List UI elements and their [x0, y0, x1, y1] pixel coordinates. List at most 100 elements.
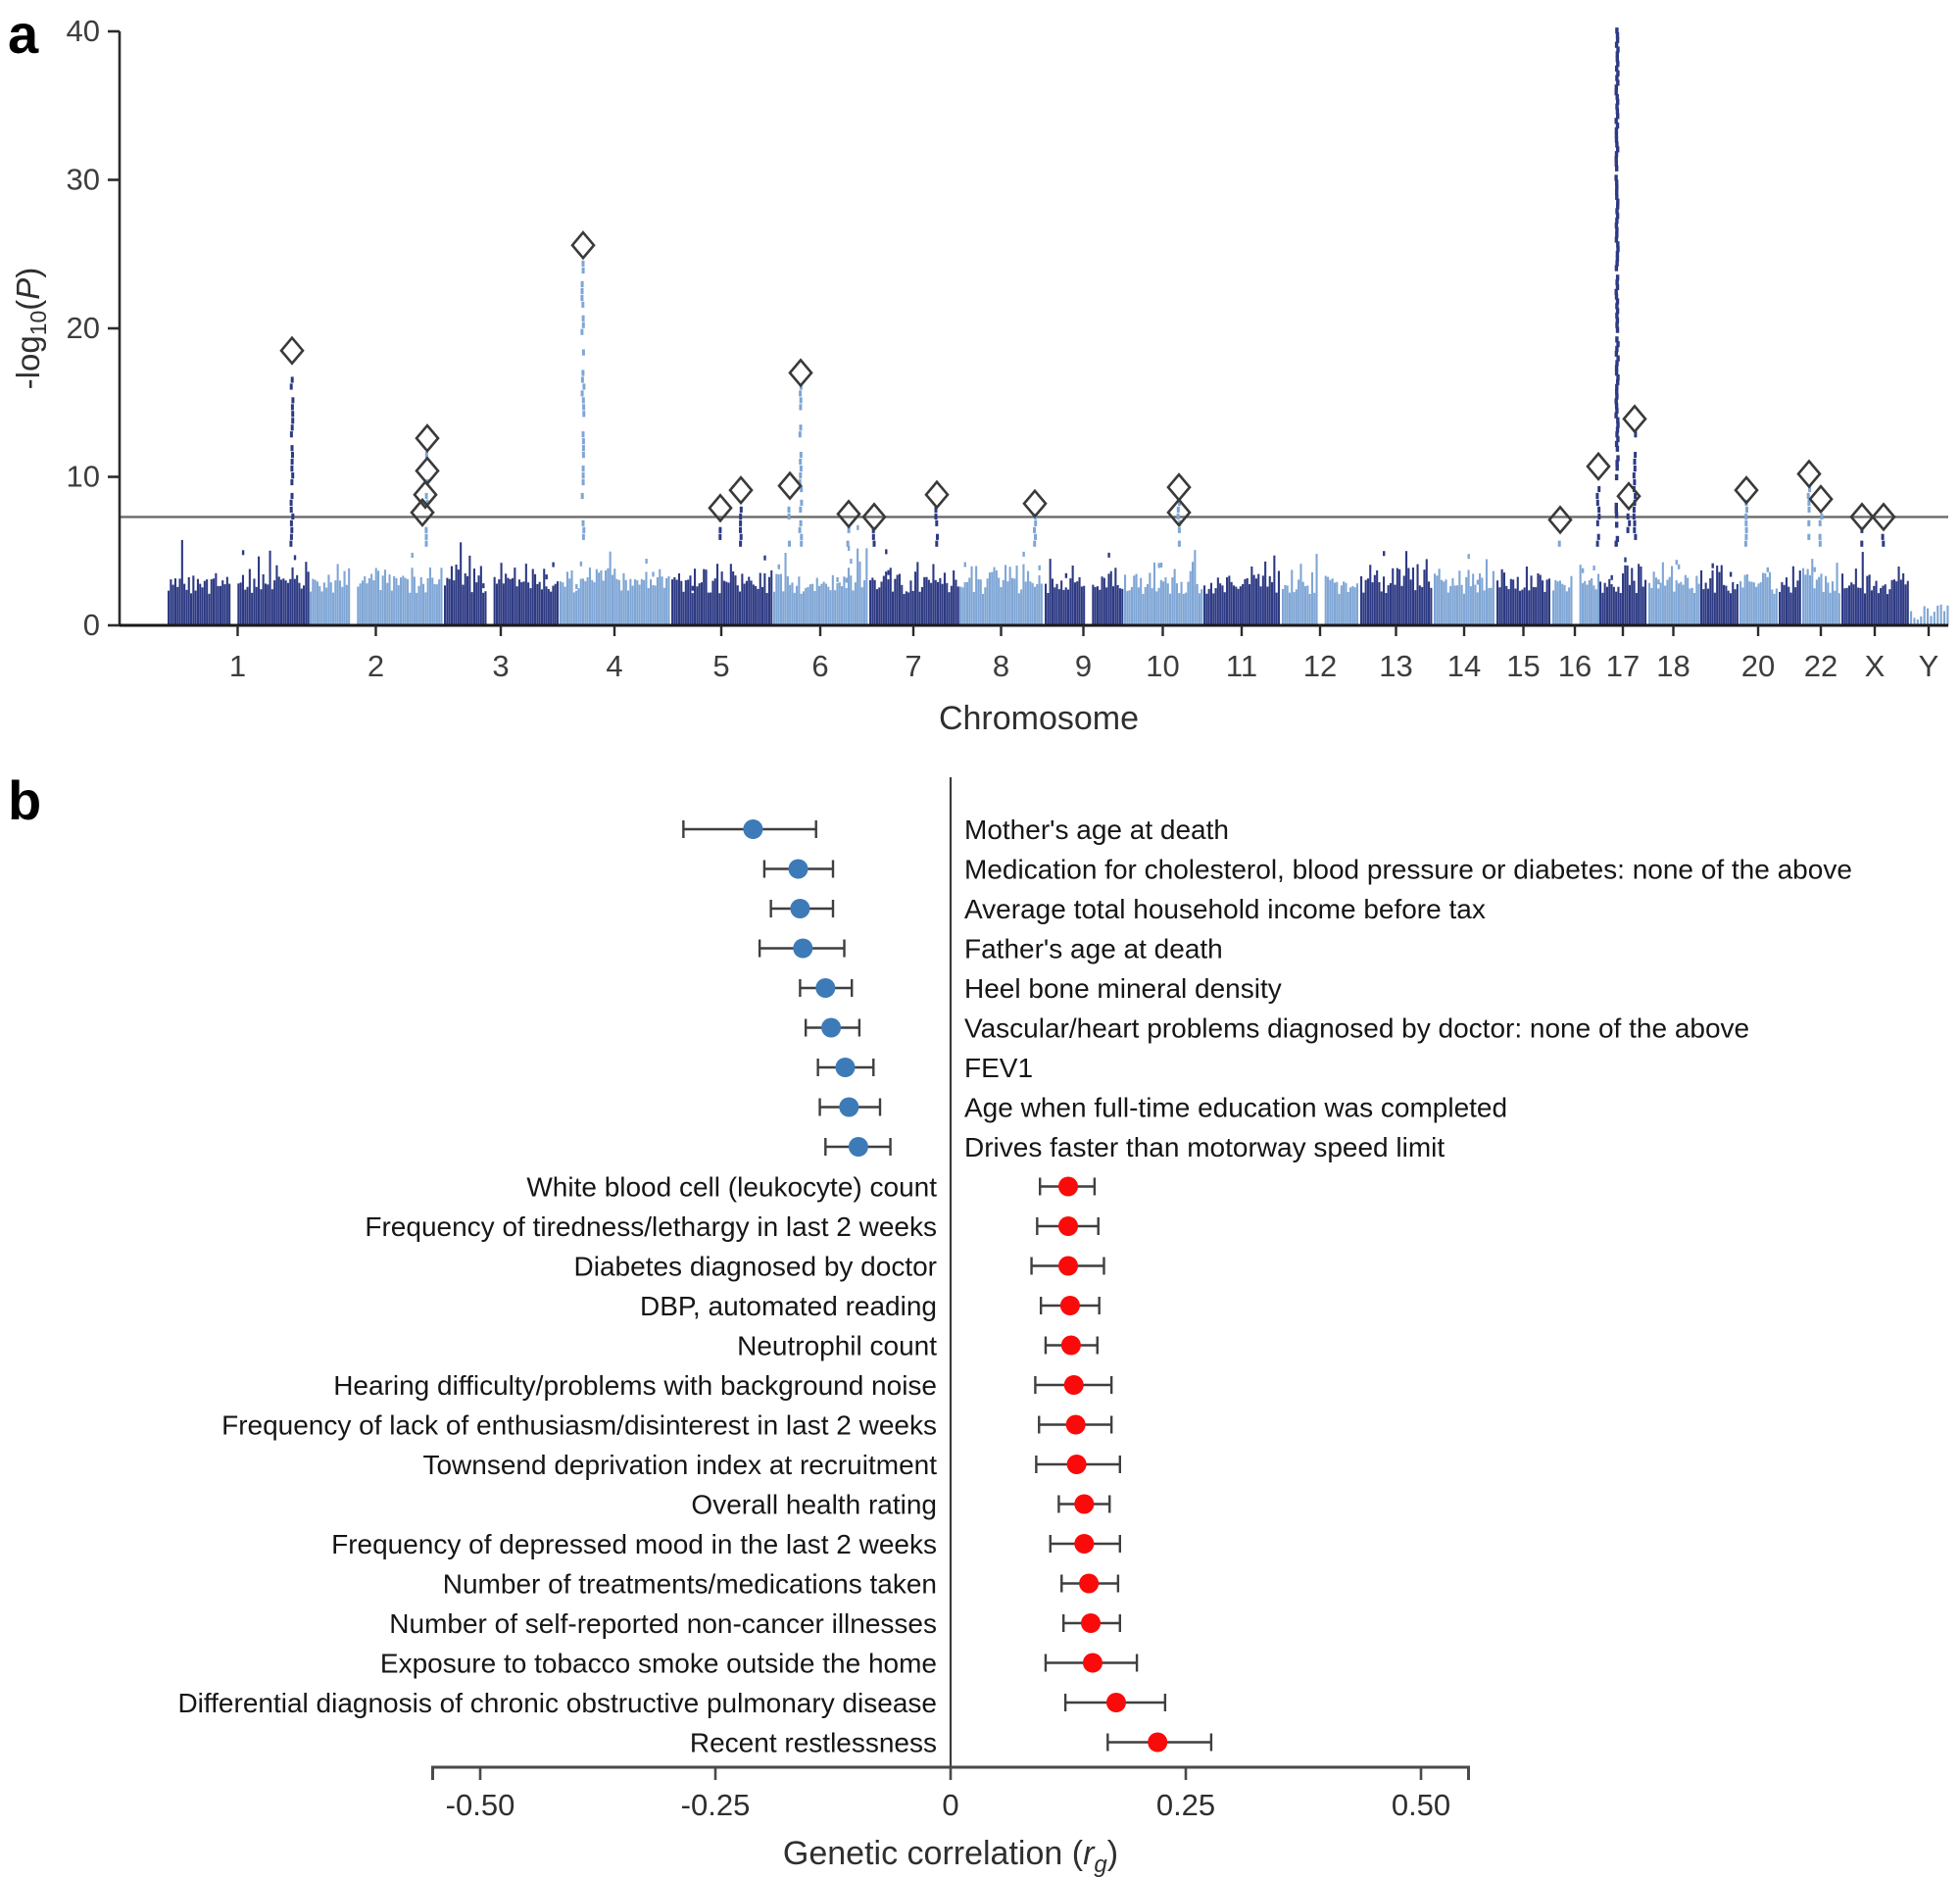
genetic-correlation-point	[1074, 1534, 1095, 1554]
trait-label: Average total household income before ta…	[964, 894, 1486, 924]
trait-label: Frequency of depressed mood in the last …	[331, 1529, 937, 1559]
trait-label: Age when full-time education was complet…	[964, 1093, 1507, 1123]
forest-row: Medication for cholesterol, blood pressu…	[762, 855, 1852, 885]
forest-row: FEV1	[816, 1053, 1033, 1083]
trait-label: Exposure to tobacco smoke outside the ho…	[380, 1649, 937, 1679]
lead-snp-diamond	[1622, 404, 1647, 434]
trait-label: Recent restlessness	[690, 1728, 937, 1758]
chromosome-tick-label: 1	[229, 649, 246, 683]
lead-snp-diamond	[279, 335, 305, 366]
forest-x-axis-title: Genetic correlation (rg)	[783, 1835, 1118, 1877]
forest-axis: -0.50 -0.25 0 0.25 0.50 Genetic correlation (…	[431, 1765, 1470, 1877]
lead-snp-diamond	[410, 497, 435, 527]
forest-row: Differential diagnosis of chronic obstru…	[177, 1688, 1167, 1718]
forest-row: Recent restlessness	[690, 1728, 1213, 1758]
y-axis-tick-label: 0	[83, 608, 100, 642]
genetic-correlation-point	[1148, 1732, 1168, 1753]
trait-label: Hearing difficulty/problems with backgro…	[333, 1370, 937, 1401]
genetic-correlation-point	[1060, 1335, 1081, 1356]
trait-label: White blood cell (leukocyte) count	[526, 1172, 937, 1203]
genetic-correlation-point	[821, 1017, 842, 1038]
forest-rows: Mother's age at death Medication for chol…	[177, 815, 1851, 1758]
chromosome-tick-label: 2	[368, 649, 384, 683]
forest-row: Average total household income before ta…	[769, 894, 1486, 924]
genetic-correlation-point	[1066, 1455, 1087, 1474]
forest-row: DBP, automated reading	[640, 1291, 1101, 1321]
trait-label: Diabetes diagnosed by doctor	[574, 1252, 937, 1282]
lead-snp-diamond	[1871, 502, 1896, 532]
chromosome-tick-label: 16	[1558, 649, 1592, 683]
y-axis-tick-label: 10	[67, 460, 100, 494]
lead-snp-diamond	[728, 475, 754, 506]
rg-axis-tick-label: -0.50	[446, 1788, 515, 1822]
chromosome-tick-label: 9	[1075, 649, 1092, 683]
lead-snp-diamond	[1808, 484, 1834, 515]
chromosome-tick-label: 14	[1447, 649, 1481, 683]
genetic-correlation-point	[815, 978, 836, 998]
trait-label: Number of treatments/medications taken	[443, 1569, 937, 1600]
lead-snp-diamond	[1022, 488, 1048, 519]
genetic-correlation-point	[1058, 1216, 1078, 1236]
genetic-correlation-point	[1059, 1296, 1080, 1315]
genetic-correlation-point	[793, 938, 813, 959]
forest-row: Overall health rating	[691, 1490, 1111, 1520]
forest-row: Frequency of tiredness/lethargy in last …	[365, 1211, 1100, 1242]
rg-axis-tick-label: 0.50	[1392, 1788, 1450, 1822]
genetic-correlation-point	[1063, 1375, 1084, 1395]
lead-snp-diamond	[836, 499, 861, 529]
forest-row: Frequency of lack of enthusiasm/disinter…	[221, 1410, 1113, 1441]
y-axis-tick-label: 30	[67, 163, 100, 197]
genetic-correlation-point	[790, 899, 810, 918]
significant-peaks	[289, 27, 1886, 547]
chromosome-tick-label: 22	[1804, 649, 1838, 683]
trait-label: Overall health rating	[691, 1490, 937, 1520]
genetic-correlation-point	[1058, 1176, 1078, 1197]
genetic-correlation-point	[1081, 1613, 1102, 1633]
chromosome-tick-label: 10	[1146, 649, 1179, 683]
forest-row: Vascular/heart problems diagnosed by doc…	[804, 1013, 1749, 1044]
lead-snp-diamond	[1547, 505, 1573, 535]
trait-label: DBP, automated reading	[640, 1291, 937, 1321]
chromosome-tick-label: 13	[1379, 649, 1412, 683]
snp-point-cloud	[168, 524, 1949, 625]
lead-snp-diamond	[1849, 502, 1875, 532]
forest-plot: Mother's age at death Medication for chol…	[177, 777, 1852, 1877]
genetic-correlation-point	[788, 859, 808, 879]
rg-axis-tick-label: 0	[942, 1788, 958, 1822]
chromosome-tick-label: Y	[1919, 649, 1939, 683]
genetic-correlation-point	[1105, 1693, 1126, 1712]
lead-snp-diamond	[413, 479, 438, 510]
forest-row: Age when full-time education was complet…	[818, 1093, 1507, 1123]
chromosome-tick-label: 18	[1656, 649, 1690, 683]
chromosome-tick-label: 3	[492, 649, 509, 683]
genetic-correlation-point	[848, 1137, 868, 1157]
forest-row: Exposure to tobacco smoke outside the ho…	[380, 1649, 1139, 1679]
panel-b-label: b	[8, 769, 41, 831]
lead-snp-diamond	[1734, 475, 1759, 506]
y-axis-tick-label: 40	[67, 14, 100, 48]
chromosome-tick-label: 11	[1226, 649, 1257, 683]
chromosome-tick-label: 20	[1741, 649, 1775, 683]
forest-row: White blood cell (leukocyte) count	[526, 1172, 1097, 1203]
forest-row: Father's age at death	[758, 934, 1223, 964]
lead-snp-diamond	[1616, 481, 1642, 512]
genetic-correlation-point	[1074, 1494, 1095, 1514]
panel-a-label: a	[8, 3, 39, 65]
lead-snp-diamond	[1796, 459, 1822, 489]
trait-label: Heel bone mineral density	[964, 973, 1282, 1004]
lead-snp-diamond	[861, 502, 887, 532]
trait-label: Differential diagnosis of chronic obstru…	[177, 1688, 937, 1718]
forest-row: Heel bone mineral density	[799, 973, 1282, 1004]
genetic-correlation-point	[1058, 1256, 1078, 1276]
panel-letters: ab	[8, 3, 41, 831]
trait-label: Drives faster than motorway speed limit	[964, 1132, 1445, 1162]
lead-snp-diamond	[1586, 451, 1611, 481]
chromosome-tick-label: 15	[1506, 649, 1540, 683]
trait-label: Neutrophil count	[737, 1331, 937, 1361]
genetic-correlation-point	[1079, 1573, 1100, 1594]
forest-row: Diabetes diagnosed by doctor	[574, 1252, 1105, 1282]
